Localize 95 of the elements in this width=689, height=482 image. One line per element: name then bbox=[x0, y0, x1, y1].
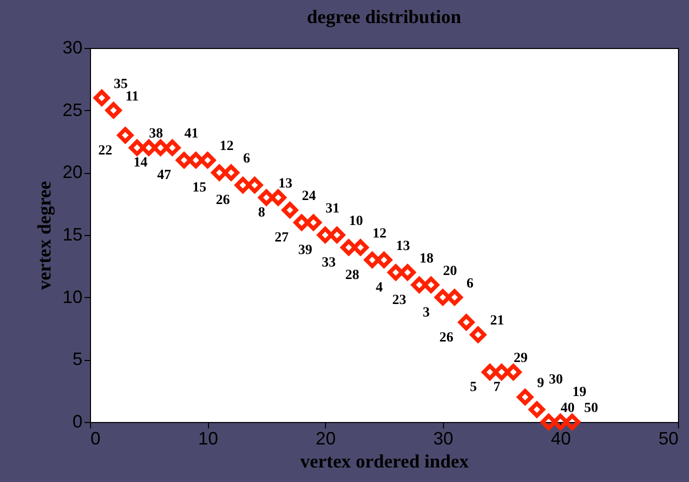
annotation: 40 bbox=[560, 401, 575, 416]
point bbox=[270, 189, 286, 206]
point bbox=[399, 264, 416, 281]
point bbox=[564, 414, 580, 430]
point bbox=[540, 414, 557, 430]
annotation: 8 bbox=[258, 206, 266, 221]
annotation: 47 bbox=[157, 168, 172, 184]
point bbox=[246, 177, 263, 194]
point bbox=[340, 239, 357, 256]
point bbox=[317, 226, 334, 244]
point bbox=[552, 414, 569, 430]
annotation: 6 bbox=[243, 152, 250, 167]
point bbox=[140, 140, 157, 156]
annotation: 12 bbox=[220, 139, 234, 154]
annotation: 33 bbox=[322, 255, 336, 270]
annotation: 21 bbox=[490, 314, 504, 329]
annotation: 13 bbox=[278, 176, 292, 192]
point bbox=[422, 276, 440, 293]
annotation: 5 bbox=[470, 380, 477, 396]
point bbox=[234, 177, 252, 194]
y-tick-label: 30 bbox=[62, 38, 82, 58]
annotation: 20 bbox=[443, 264, 458, 279]
point bbox=[164, 140, 180, 156]
y-tick-label: 25 bbox=[62, 100, 82, 120]
annotation: 28 bbox=[345, 268, 360, 283]
annotation: 18 bbox=[420, 251, 434, 266]
annotation: 6 bbox=[466, 276, 474, 292]
point bbox=[434, 289, 451, 306]
chart-title: degree distribution bbox=[306, 7, 462, 28]
point bbox=[117, 127, 134, 144]
annotation: 38 bbox=[149, 126, 164, 142]
annotation: 14 bbox=[134, 156, 148, 171]
annotation: 10 bbox=[348, 214, 363, 229]
x-tick-label: 40 bbox=[550, 428, 571, 448]
point bbox=[328, 226, 346, 244]
point bbox=[505, 364, 522, 380]
annotation: 12 bbox=[372, 226, 386, 242]
point bbox=[294, 214, 310, 231]
point bbox=[388, 264, 404, 281]
point bbox=[188, 152, 204, 168]
point bbox=[199, 152, 216, 168]
annotation: 26 bbox=[216, 193, 230, 208]
x-tick-label: 10 bbox=[198, 428, 218, 448]
annotation: 13 bbox=[396, 238, 410, 254]
annotation: 41 bbox=[184, 126, 198, 142]
annotation: 19 bbox=[572, 385, 586, 400]
point bbox=[105, 102, 122, 118]
annotation: 39 bbox=[298, 243, 312, 258]
point bbox=[222, 164, 240, 181]
y-tick-label: 10 bbox=[62, 286, 82, 307]
annotation: 9 bbox=[537, 376, 544, 392]
point bbox=[458, 314, 474, 330]
point bbox=[376, 252, 392, 268]
point bbox=[446, 289, 463, 306]
annotation: 7 bbox=[493, 380, 500, 396]
annotation: 50 bbox=[584, 401, 598, 416]
point bbox=[411, 276, 428, 293]
annotation: 31 bbox=[325, 202, 340, 217]
point bbox=[516, 388, 534, 406]
y-tick-label: 5 bbox=[72, 349, 82, 370]
x-tick-label: 30 bbox=[433, 428, 454, 448]
point bbox=[176, 152, 192, 168]
annotation: 11 bbox=[126, 89, 139, 104]
annotation: 26 bbox=[439, 330, 454, 346]
point bbox=[94, 90, 110, 106]
point bbox=[493, 364, 510, 380]
x-tick-label: 50 bbox=[658, 428, 678, 448]
point bbox=[528, 401, 546, 418]
annotation: 27 bbox=[274, 230, 289, 246]
y-tick-label: 15 bbox=[62, 224, 82, 244]
y-axis-title: vertex degree bbox=[34, 181, 56, 290]
annotation: 3 bbox=[422, 305, 430, 320]
point bbox=[305, 214, 322, 231]
x-tick-label: 20 bbox=[316, 428, 336, 448]
annotation: 23 bbox=[392, 292, 406, 308]
annotation: 35 bbox=[114, 76, 128, 92]
annotation: 4 bbox=[376, 280, 383, 296]
annotation: 30 bbox=[548, 372, 563, 388]
y-tick-label: 0 bbox=[72, 412, 82, 432]
annotation: 29 bbox=[514, 351, 528, 366]
point bbox=[364, 252, 380, 268]
point bbox=[470, 326, 486, 343]
annotation: 15 bbox=[192, 180, 206, 196]
point bbox=[352, 239, 369, 256]
point bbox=[282, 202, 298, 218]
annotation: 22 bbox=[98, 143, 112, 158]
point bbox=[482, 364, 498, 380]
x-axis-title: vertex ordered index bbox=[300, 452, 470, 472]
point bbox=[211, 164, 228, 181]
y-tick-label: 20 bbox=[62, 162, 82, 182]
x-tick-label: 0 bbox=[90, 428, 101, 448]
point bbox=[258, 189, 275, 206]
annotation: 24 bbox=[302, 189, 316, 204]
point bbox=[152, 140, 169, 156]
point bbox=[128, 140, 146, 156]
